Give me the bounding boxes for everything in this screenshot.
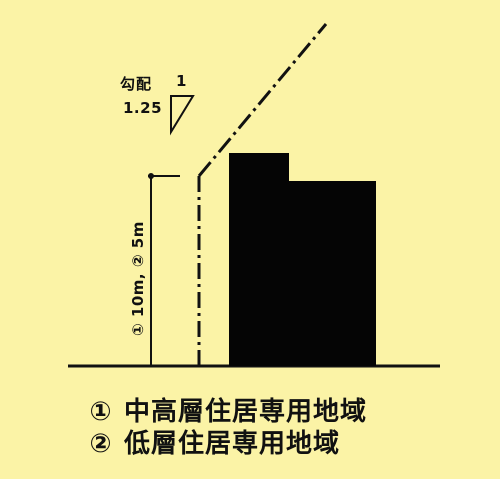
legend-marker-1: ① <box>89 397 113 427</box>
height-limit-label: ① 10m, ② 5m <box>129 221 147 336</box>
legend-item-1: ① 中高層住居専用地域 <box>88 399 367 425</box>
slope-label: 勾配 <box>120 75 153 93</box>
legend-text-2: 低層住居専用地域 <box>124 429 341 459</box>
legend-item-2: ② 低層住居専用地域 <box>88 431 340 457</box>
slope-ratio-top: 1 <box>176 72 187 90</box>
slope-ratio-bottom: 1.25 <box>123 99 163 117</box>
legend-marker-2: ② <box>89 429 113 459</box>
slope-line <box>197 23 328 177</box>
height-top-point <box>148 173 154 179</box>
legend-text-1: 中高層住居専用地域 <box>124 397 368 427</box>
slope-triangle-icon <box>170 95 195 136</box>
building-silhouette <box>229 153 376 366</box>
